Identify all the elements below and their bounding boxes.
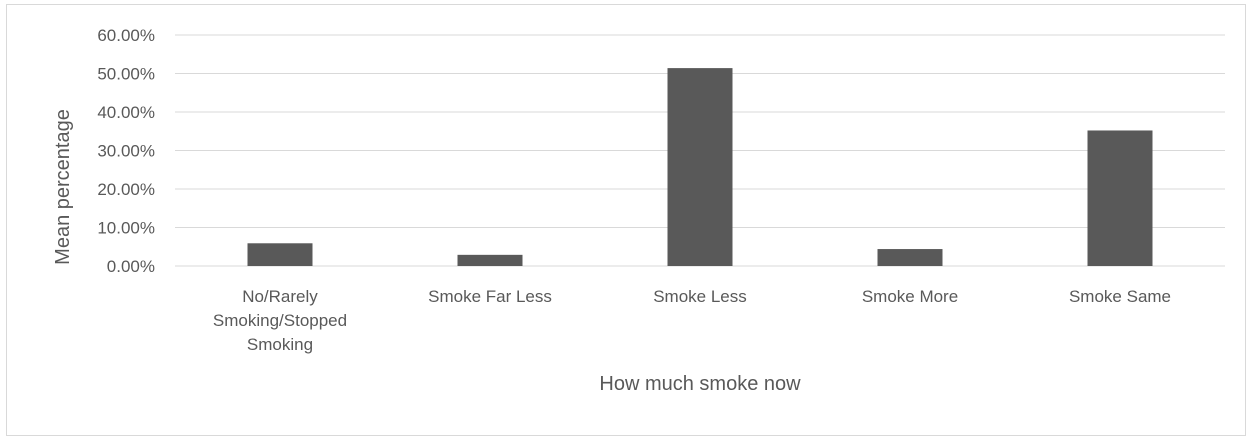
y-tick-label: 60.00% [97, 26, 155, 45]
bar [667, 68, 733, 266]
x-tick-label: Smoke Far Less [428, 287, 552, 306]
x-tick-label: Smoke More [862, 287, 958, 306]
y-tick-label: 50.00% [97, 65, 155, 84]
bar [877, 249, 943, 266]
y-axis-title: Mean percentage [52, 109, 74, 265]
x-axis-title: How much smoke now [599, 373, 801, 395]
y-tick-label: 20.00% [97, 180, 155, 199]
x-tick-label: No/Rarely Smoking/Stopped Smoking [213, 287, 347, 354]
y-tick-labels: 0.00% 10.00% 20.00% 30.00% 40.00% 50.00% 60.00… [97, 26, 155, 276]
y-tick-label: 10.00% [97, 219, 155, 238]
y-tick-label: 40.00% [97, 103, 155, 122]
bar [457, 254, 523, 266]
x-tick-labels: No/Rarely Smoking/Stopped Smoking Smoke Far… [213, 287, 1171, 354]
chart-frame [6, 4, 1246, 436]
y-tick-label: 30.00% [97, 142, 155, 161]
x-tick-label: Smoke Less [653, 287, 747, 306]
y-tick-label: 0.00% [107, 257, 155, 276]
bar [1087, 130, 1153, 266]
bars [247, 68, 1153, 266]
x-tick-label: Smoke Same [1069, 287, 1171, 306]
bar [247, 243, 313, 266]
